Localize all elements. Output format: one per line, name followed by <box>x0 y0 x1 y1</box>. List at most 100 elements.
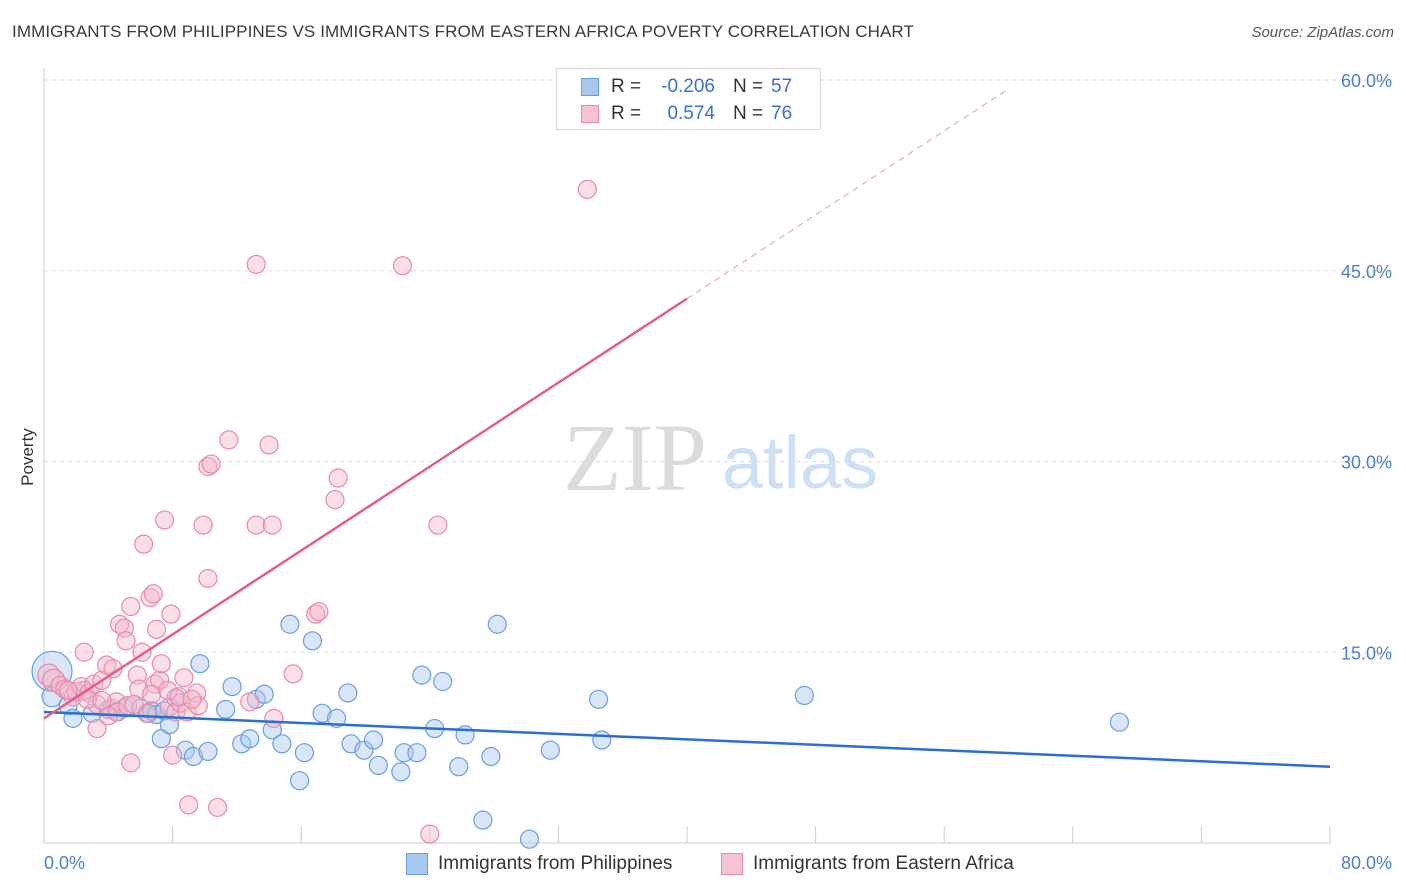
point-eastern-africa <box>577 179 597 199</box>
point-eastern-africa <box>246 254 266 274</box>
trend-extension-eastern-africa <box>686 88 1009 300</box>
trend-lines <box>43 88 1331 768</box>
point-eastern-africa <box>58 680 78 701</box>
point-philippines <box>302 631 323 651</box>
n-label: N = <box>733 76 764 97</box>
point-eastern-africa <box>259 435 279 455</box>
point-eastern-africa <box>142 684 162 704</box>
point-philippines <box>519 829 540 849</box>
point-philippines <box>216 699 236 720</box>
point-eastern-africa <box>134 534 154 554</box>
point-eastern-africa <box>392 256 413 276</box>
point-philippines <box>540 740 560 760</box>
tick-labels: 15.0% 30.0% 45.0% 60.0% 0.0% 80.0% <box>44 71 1392 873</box>
point-eastern-africa <box>163 745 183 765</box>
point-philippines <box>326 708 347 728</box>
point-eastern-africa <box>246 515 266 535</box>
point-eastern-africa <box>143 584 163 604</box>
point-eastern-africa <box>309 601 329 622</box>
point-eastern-africa <box>306 604 326 624</box>
point-eastern-africa <box>74 642 94 662</box>
point-eastern-africa <box>240 692 260 712</box>
point-philippines <box>407 743 427 763</box>
legend-swatch-blue <box>581 78 599 96</box>
point-eastern-africa <box>420 824 440 844</box>
legend-swatch-pink <box>721 853 743 875</box>
point-philippines <box>481 746 501 767</box>
gridlines <box>44 79 1392 653</box>
legend-label-philippines: Immigrants from Philippines <box>438 853 673 874</box>
point-philippines <box>412 665 432 685</box>
point-eastern-africa <box>87 718 107 739</box>
point-philippines <box>289 771 310 791</box>
source-label: Source: ZipAtlas.com <box>1251 24 1394 41</box>
y-tick-label: 45.0% <box>1341 262 1392 282</box>
watermark: ZIP atlas <box>563 404 878 511</box>
point-eastern-africa <box>124 694 144 714</box>
watermark-atlas: atlas <box>722 421 878 504</box>
legend-item-philippines: Immigrants from Philippines <box>406 852 672 876</box>
x-tick-label: 80.0% <box>1341 853 1392 873</box>
n-label: N = <box>733 103 764 124</box>
point-philippines <box>391 762 411 782</box>
n-value: 76 <box>771 103 793 124</box>
chart-title: IMMIGRANTS FROM PHILIPPINES VS IMMIGRANT… <box>12 22 914 41</box>
y-axis-label: Poverty <box>18 428 37 486</box>
point-philippines <box>588 689 609 709</box>
point-philippines <box>222 676 242 697</box>
point-philippines <box>198 741 218 762</box>
r-label: R = <box>611 103 642 124</box>
point-philippines <box>280 614 300 634</box>
x-tick-label: 0.0% <box>44 853 85 873</box>
point-eastern-africa <box>151 654 171 674</box>
n-value: 57 <box>771 76 793 97</box>
point-eastern-africa <box>179 795 199 815</box>
point-eastern-africa <box>428 515 448 535</box>
point-eastern-africa <box>174 668 194 688</box>
point-eastern-africa <box>92 690 112 711</box>
y-tick-label: 30.0% <box>1341 453 1392 473</box>
stats-legend: R = -0.206 N = 57 R = 0.574 N = 76 <box>556 68 821 130</box>
point-eastern-africa <box>219 430 239 450</box>
point-eastern-africa <box>161 604 181 624</box>
trend-line-philippines <box>43 710 1331 768</box>
point-philippines <box>190 654 210 674</box>
point-eastern-africa <box>198 456 218 477</box>
point-eastern-africa <box>208 797 228 817</box>
r-value: -0.206 <box>661 76 715 97</box>
point-eastern-africa <box>201 454 221 474</box>
point-philippines <box>487 614 507 634</box>
r-value: 0.574 <box>667 103 715 124</box>
y-tick-label: 60.0% <box>1341 71 1392 91</box>
y-tick-label: 15.0% <box>1341 643 1392 663</box>
point-philippines <box>183 746 204 767</box>
stats-row-eastern-africa: R = 0.574 N = 76 <box>581 102 792 126</box>
point-philippines <box>1109 712 1130 732</box>
point-philippines <box>794 685 814 706</box>
point-philippines <box>592 730 612 750</box>
stats-row-philippines: R = -0.206 N = 57 <box>581 75 792 99</box>
point-eastern-africa <box>55 679 75 699</box>
point-philippines <box>363 730 384 750</box>
point-philippines <box>338 683 358 703</box>
point-philippines <box>240 729 260 749</box>
point-eastern-africa <box>121 753 141 773</box>
point-philippines <box>449 757 469 777</box>
point-eastern-africa <box>325 490 345 510</box>
point-eastern-africa <box>182 689 202 709</box>
point-eastern-africa <box>158 680 178 701</box>
r-label: R = <box>611 76 642 97</box>
point-eastern-africa <box>264 708 284 728</box>
point-eastern-africa <box>116 631 136 651</box>
point-eastern-africa <box>154 510 175 530</box>
point-eastern-africa <box>328 468 348 488</box>
point-eastern-africa <box>262 515 282 535</box>
point-eastern-africa <box>159 697 179 717</box>
legend-label-eastern-africa: Immigrants from Eastern Africa <box>753 853 1014 874</box>
trend-line-eastern-africa <box>43 297 688 720</box>
data-points <box>31 179 1130 849</box>
point-philippines <box>433 671 453 692</box>
legend-swatch-pink <box>581 105 599 123</box>
legend-item-eastern-africa: Immigrants from Eastern Africa <box>721 852 1014 876</box>
